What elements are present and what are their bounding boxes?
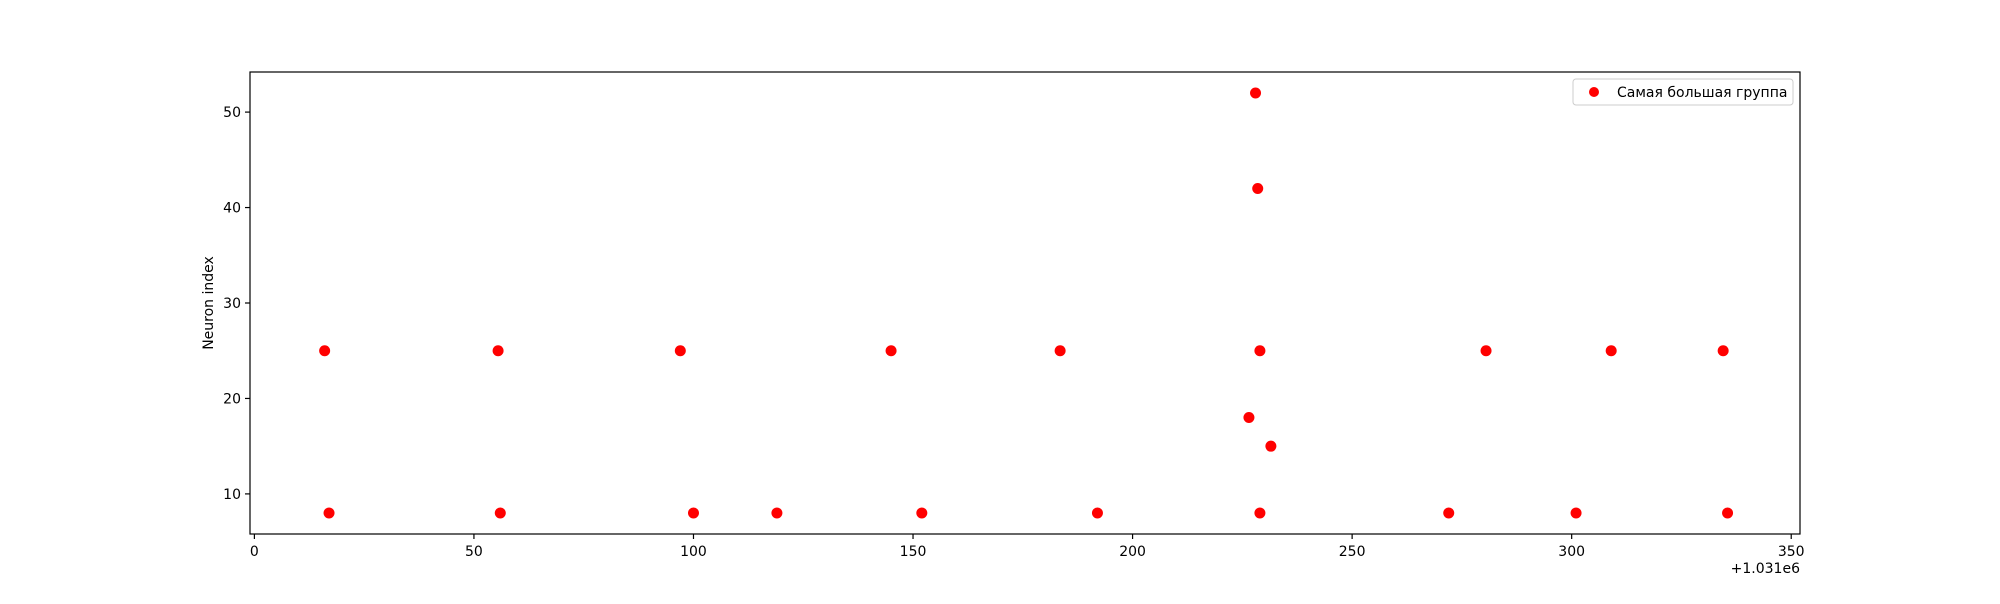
x-tick-label: 250 [1339, 544, 1366, 560]
plot-frame [249, 71, 1801, 535]
data-point [1254, 345, 1266, 357]
y-tick-label: 50 [223, 105, 241, 121]
data-point [1722, 507, 1734, 519]
data-point [1265, 440, 1277, 452]
legend: Самая большая группа [1572, 78, 1794, 106]
data-point [494, 507, 506, 519]
legend-marker [1589, 87, 1599, 97]
y-tick-label: 10 [223, 487, 241, 503]
data-point [492, 345, 504, 357]
y-axis: 10 20 30 40 50 [223, 105, 250, 503]
data-point [1054, 345, 1066, 357]
data-point [885, 345, 897, 357]
data-point [1091, 507, 1103, 519]
data-point [687, 507, 699, 519]
y-axis-label: Neuron index [201, 256, 217, 350]
x-offset-label: +1.031e6 [1731, 561, 1800, 577]
x-tick-label: 100 [680, 544, 707, 560]
legend-box [1572, 78, 1794, 106]
x-tick-label: 0 [250, 544, 259, 560]
data-point [916, 507, 928, 519]
data-point [323, 507, 335, 519]
plot-area [250, 72, 1800, 534]
data-point [1252, 182, 1264, 194]
x-tick-label: 300 [1558, 544, 1585, 560]
data-point [1717, 345, 1729, 357]
legend-label: Самая большая группа [1617, 85, 1787, 101]
x-tick-label: 200 [1119, 544, 1146, 560]
data-point [1443, 507, 1455, 519]
data-point [319, 345, 331, 357]
data-point [674, 345, 686, 357]
x-axis: 0 50 100 150 200 250 300 350 [250, 534, 1805, 560]
data-point [1570, 507, 1582, 519]
data-point [1605, 345, 1617, 357]
x-tick-label: 150 [900, 544, 927, 560]
data-point [1243, 412, 1255, 424]
y-tick-label: 20 [223, 391, 241, 407]
data-point [1250, 87, 1262, 99]
data-point [771, 507, 783, 519]
data-point [1254, 507, 1266, 519]
points-layer [319, 87, 1734, 519]
x-tick-label: 350 [1778, 544, 1805, 560]
data-point [1480, 345, 1492, 357]
x-tick-label: 50 [465, 544, 483, 560]
y-tick-label: 40 [223, 201, 241, 217]
y-tick-label: 30 [223, 296, 241, 312]
